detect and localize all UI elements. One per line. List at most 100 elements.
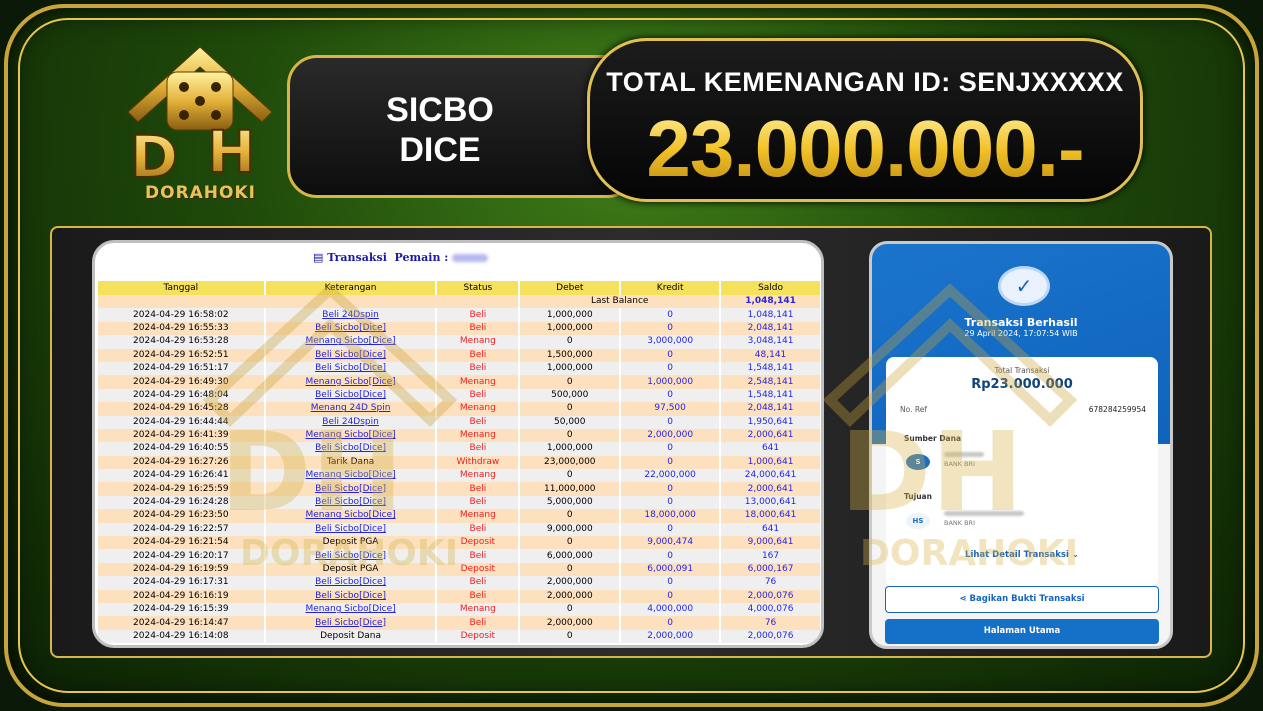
table-row: 2024-04-29 16:49:30 Menang Sicbo[Dice] Men… — [98, 375, 821, 389]
game-title-panel: SICBO DICE — [287, 55, 637, 198]
svg-text:H: H — [207, 118, 256, 186]
receipt-status: Transaksi Berhasil — [964, 316, 1078, 329]
inner-frame — [18, 18, 1245, 693]
debit-cell: 23,000,000 — [519, 455, 622, 470]
balance-cell: 641 — [720, 522, 821, 537]
transaction-link[interactable]: Menang Sicbo[Dice] — [305, 336, 396, 347]
transaction-link[interactable]: Beli Sicbo[Dice] — [315, 349, 387, 360]
status-cell: Beli — [436, 549, 521, 563]
balance-cell: 2,048,141 — [720, 321, 821, 336]
transaction-link[interactable]: Beli Sicbo[Dice] — [315, 523, 387, 534]
debit-cell: 500,000 — [519, 388, 622, 403]
player-label: Pemain : — [394, 251, 449, 264]
balance-cell: 167 — [720, 549, 821, 563]
credit-cell: 0 — [620, 321, 722, 336]
transaction-link[interactable]: Beli Sicbo[Dice] — [315, 363, 387, 374]
table-row: 2024-04-29 16:51:17 Beli Sicbo[Dice] Beli 1… — [98, 361, 821, 376]
transaction-link[interactable]: Menang Sicbo[Dice] — [305, 376, 396, 387]
debit-cell: 0 — [519, 562, 622, 577]
credit-cell: 0 — [620, 442, 722, 456]
transaction-link[interactable]: Beli 24Dspin — [322, 416, 379, 427]
transaction-link[interactable]: Menang Sicbo[Dice] — [305, 430, 396, 441]
transaction-link[interactable]: Beli Sicbo[Dice] — [315, 322, 387, 333]
column-header-kredit: Kredit — [620, 281, 722, 295]
date-cell: 2024-04-29 16:22:57 — [98, 522, 266, 537]
column-header-tanggal: Tanggal — [98, 281, 266, 295]
date-cell: 2024-04-29 16:53:28 — [98, 335, 266, 349]
description-cell: Menang Sicbo[Dice] — [264, 428, 438, 443]
view-details-link[interactable]: Lihat Detail Transaksi ⌄ — [965, 550, 1079, 560]
transaction-link[interactable]: Menang Sicbo[Dice] — [305, 604, 396, 615]
ref-label: No. Ref — [900, 405, 927, 414]
credit-cell: 0 — [620, 616, 722, 630]
transaction-link[interactable]: Beli Sicbo[Dice] — [315, 617, 387, 628]
status-cell: Menang — [436, 428, 521, 443]
credit-cell: 3,000,000 — [620, 335, 722, 349]
table-row: 2024-04-29 16:17:31 Beli Sicbo[Dice] Beli 2… — [98, 576, 821, 590]
table-row: 2024-04-29 16:20:17 Beli Sicbo[Dice] Beli 6… — [98, 549, 821, 563]
balance-cell: 9,000,641 — [720, 536, 821, 550]
description-cell: Deposit PGA — [264, 562, 438, 577]
transaction-link[interactable]: Menang Sicbo[Dice] — [305, 510, 396, 521]
transaction-link[interactable]: Beli Sicbo[Dice] — [315, 590, 387, 601]
column-header-saldo: Saldo — [720, 281, 821, 295]
player-name-redacted — [452, 254, 489, 262]
ref-value: 678284259954 — [1088, 405, 1146, 414]
table-row: 2024-04-29 16:44:44 Beli 24Dspin Beli 50,00… — [98, 415, 821, 429]
balance-cell: 2,000,641 — [720, 482, 821, 496]
description-cell: Menang 24D Spin — [264, 402, 438, 416]
destination-label: Tujuan — [904, 492, 932, 501]
credit-cell: 4,000,000 — [620, 602, 722, 617]
date-cell: 2024-04-29 16:19:59 — [98, 562, 266, 577]
status-cell: Menang — [436, 402, 521, 416]
status-cell: Beli — [436, 308, 521, 322]
date-cell: 2024-04-29 16:49:30 — [98, 375, 266, 389]
transaction-link[interactable]: Beli Sicbo[Dice] — [315, 577, 387, 588]
status-cell: Beli — [436, 616, 521, 630]
table-row: 2024-04-29 16:15:39 Menang Sicbo[Dice] Men… — [98, 602, 821, 617]
source-bank: BANK BRI — [944, 460, 975, 468]
column-header-status: Status — [436, 281, 521, 295]
date-cell: 2024-04-29 16:48:04 — [98, 388, 266, 403]
credit-cell: 0 — [620, 348, 722, 362]
table-row: 2024-04-29 16:24:28 Beli Sicbo[Dice] Beli 5… — [98, 495, 821, 510]
table-row: 2024-04-29 16:16:19 Beli Sicbo[Dice] Beli 2… — [98, 589, 821, 603]
credit-cell: 1,000,000 — [620, 375, 722, 389]
status-cell: Menang — [436, 469, 521, 483]
transaction-link[interactable]: Menang Sicbo[Dice] — [305, 470, 396, 481]
share-icon: ⋖ — [959, 594, 970, 604]
table-row: 2024-04-29 16:23:50 Menang Sicbo[Dice] Men… — [98, 509, 821, 523]
destination-name-redacted — [944, 511, 1024, 516]
description-cell: Beli Sicbo[Dice] — [264, 388, 438, 403]
date-cell: 2024-04-29 16:55:33 — [98, 321, 266, 336]
credit-cell: 9,000,474 — [620, 536, 722, 550]
description-cell: Beli Sicbo[Dice] — [264, 522, 438, 537]
document-icon: ▤ — [313, 251, 324, 264]
description-cell: Beli Sicbo[Dice] — [264, 321, 438, 336]
home-button[interactable]: Halaman Utama — [885, 619, 1159, 644]
debit-cell: 2,000,000 — [519, 616, 622, 630]
transaction-link[interactable]: Beli Sicbo[Dice] — [315, 550, 387, 561]
status-cell: Deposit — [436, 562, 521, 577]
column-header-debet: Debet — [519, 281, 622, 295]
status-cell: Beli — [436, 589, 521, 603]
transaction-link[interactable]: Beli Sicbo[Dice] — [315, 389, 387, 400]
credit-cell: 2,000,000 — [620, 629, 722, 644]
transaction-link[interactable]: Beli Sicbo[Dice] — [315, 497, 387, 508]
debit-cell: 6,000,000 — [519, 549, 622, 563]
share-receipt-button[interactable]: ⋖ Bagikan Bukti Transaksi — [885, 586, 1159, 613]
debit-cell: 50,000 — [519, 415, 622, 429]
transaction-link[interactable]: Beli Sicbo[Dice] — [315, 483, 387, 494]
description-cell: Beli Sicbo[Dice] — [264, 589, 438, 603]
balance-cell: 2,548,141 — [720, 375, 821, 389]
status-cell: Beli — [436, 348, 521, 362]
description-cell: Beli Sicbo[Dice] — [264, 482, 438, 496]
debit-cell: 9,000,000 — [519, 522, 622, 537]
transaction-link[interactable]: Beli 24Dspin — [322, 309, 379, 320]
transaction-link[interactable]: Menang 24D Spin — [310, 403, 391, 414]
transaction-link[interactable]: Beli Sicbo[Dice] — [315, 443, 387, 454]
credit-cell: 0 — [620, 495, 722, 510]
date-cell: 2024-04-29 16:45:28 — [98, 402, 266, 416]
table-row: 2024-04-29 16:19:59 Deposit PGA Deposit 0 6,… — [98, 562, 821, 577]
source-label: Sumber Dana — [904, 434, 962, 443]
